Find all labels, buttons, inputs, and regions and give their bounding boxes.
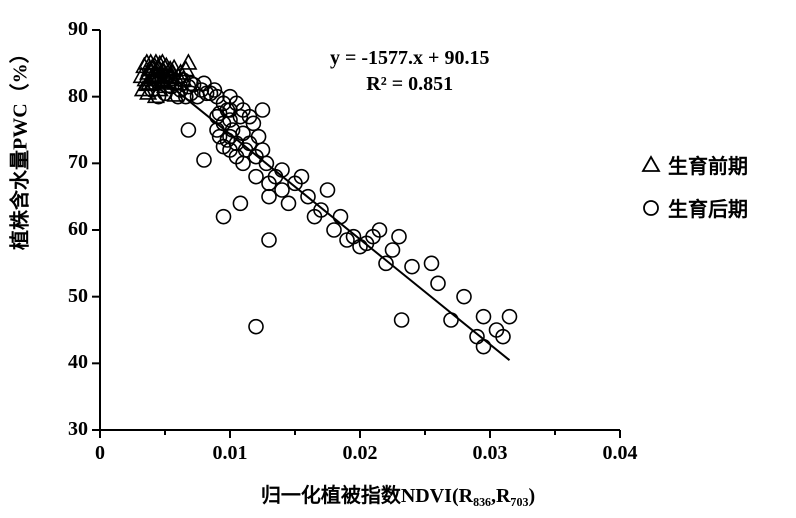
scatter-chart: 植株含水量PWC（%） 归一化植被指数NDVI(R₈₃₆,R₇₀₃) y = -…: [0, 0, 796, 518]
circle-marker: [457, 290, 471, 304]
y-tick-label: 80: [68, 85, 88, 108]
circle-marker: [503, 310, 517, 324]
circle-marker: [256, 103, 270, 117]
circle-marker: [334, 210, 348, 224]
circle-marker: [217, 210, 231, 224]
circle-marker: [249, 170, 263, 184]
y-tick-label: 40: [68, 351, 88, 374]
circle-marker: [262, 190, 276, 204]
y-tick-label: 70: [68, 151, 88, 174]
y-axis-label: 植株含水量PWC（%）: [4, 43, 33, 250]
circle-marker: [181, 123, 195, 137]
x-tick-label: 0.03: [470, 442, 510, 465]
x-tick-label: 0: [80, 442, 120, 465]
circle-marker: [477, 310, 491, 324]
circle-marker: [395, 313, 409, 327]
circle-marker: [252, 130, 266, 144]
legend-row: 生育后期: [640, 193, 748, 222]
y-tick-label: 30: [68, 418, 88, 441]
y-tick-label: 50: [68, 285, 88, 308]
circle-marker: [386, 243, 400, 257]
circle-marker: [197, 153, 211, 167]
equation-line-2: R² = 0.851: [330, 71, 489, 97]
circle-marker: [233, 196, 247, 210]
x-tick-label: 0.02: [340, 442, 380, 465]
circle-marker: [477, 340, 491, 354]
legend-row: 生育前期: [640, 150, 748, 179]
x-axis-label-text: 归一化植被指数NDVI(R₈₃₆,R₇₀₃): [261, 485, 535, 507]
circle-icon: [640, 197, 662, 219]
circle-marker: [275, 183, 289, 197]
circle-marker: [249, 320, 263, 334]
trend-line: [146, 66, 510, 360]
x-tick-label: 0.04: [600, 442, 640, 465]
x-axis-label: 归一化植被指数NDVI(R₈₃₆,R₇₀₃): [261, 479, 535, 508]
equation-line-1: y = -1577.x + 90.15: [330, 45, 489, 71]
x-tick-label: 0.01: [210, 442, 250, 465]
circle-marker: [431, 276, 445, 290]
circle-marker: [327, 223, 341, 237]
circle-marker: [282, 196, 296, 210]
circle-marker: [262, 233, 276, 247]
circle-marker: [392, 230, 406, 244]
circle-marker: [425, 256, 439, 270]
legend-label: 生育后期: [668, 193, 748, 222]
y-axis-label-text: 植株含水量PWC（%）: [10, 43, 32, 250]
circle-marker: [444, 313, 458, 327]
circle-marker: [405, 260, 419, 274]
circle-marker: [321, 183, 335, 197]
y-tick-label: 60: [68, 218, 88, 241]
legend: 生育前期生育后期: [640, 150, 748, 236]
triangle-icon: [640, 154, 662, 176]
y-tick-label: 90: [68, 18, 88, 41]
legend-label: 生育前期: [668, 150, 748, 179]
regression-equation: y = -1577.x + 90.15 R² = 0.851: [330, 45, 489, 97]
